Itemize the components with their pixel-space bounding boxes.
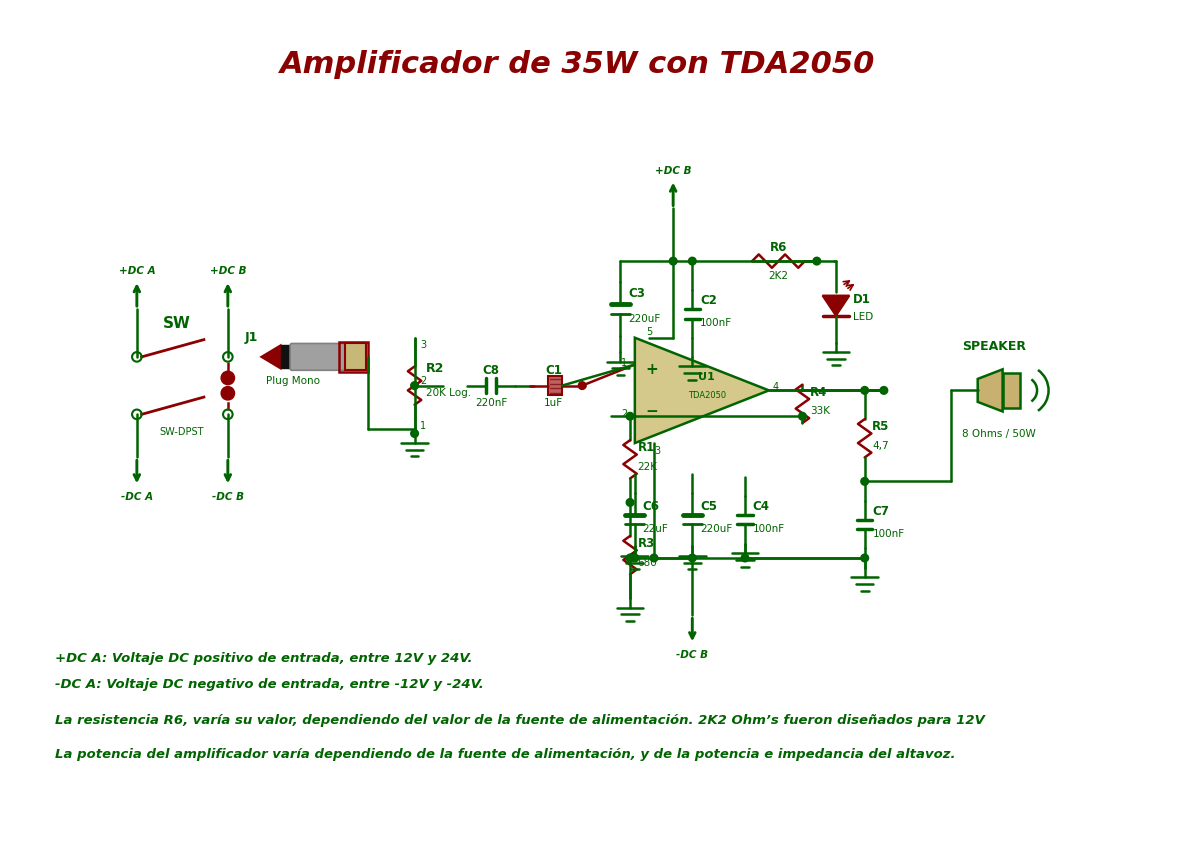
Text: R6: R6 (770, 241, 787, 254)
Text: R5: R5 (872, 420, 889, 433)
Polygon shape (635, 338, 769, 443)
Text: -DC A: Voltaje DC negativo de entrada, entre -12V y -24V.: -DC A: Voltaje DC negativo de entrada, e… (55, 678, 485, 691)
Circle shape (742, 555, 749, 562)
Text: 22uF: 22uF (642, 524, 668, 534)
Text: +: + (646, 362, 659, 376)
Circle shape (650, 555, 658, 562)
Text: C5: C5 (700, 500, 716, 513)
Text: 2: 2 (420, 376, 426, 386)
Text: R2: R2 (426, 362, 444, 375)
Circle shape (626, 555, 634, 562)
Bar (547, 376, 562, 395)
Text: 100nF: 100nF (872, 529, 905, 539)
Circle shape (410, 430, 419, 437)
Circle shape (221, 387, 234, 400)
Text: 100nF: 100nF (752, 524, 785, 534)
Text: -DC A: -DC A (121, 492, 152, 502)
Circle shape (670, 257, 677, 265)
Text: +DC B: +DC B (655, 166, 691, 176)
Text: D1: D1 (853, 293, 871, 306)
Text: R4: R4 (810, 386, 828, 399)
Text: R3: R3 (637, 537, 655, 550)
Text: TDA2050: TDA2050 (688, 391, 726, 400)
Text: 22K: 22K (637, 462, 658, 472)
Bar (344, 344, 366, 371)
Text: Amplificador de 35W con TDA2050: Amplificador de 35W con TDA2050 (280, 51, 875, 79)
Text: -DC B: -DC B (212, 492, 244, 502)
Bar (281, 345, 292, 368)
Circle shape (689, 555, 696, 562)
Bar (1002, 373, 1020, 408)
Text: 8 Ohms / 50W: 8 Ohms / 50W (962, 430, 1036, 440)
Text: +DC A: Voltaje DC positivo de entrada, entre 12V y 24V.: +DC A: Voltaje DC positivo de entrada, e… (55, 652, 473, 665)
Text: 220uF: 220uF (628, 314, 660, 323)
Text: C4: C4 (752, 500, 769, 513)
Bar (338, 342, 367, 372)
Text: 4: 4 (773, 381, 779, 392)
Text: C2: C2 (700, 294, 716, 307)
Polygon shape (262, 345, 281, 368)
Circle shape (860, 387, 869, 394)
Text: -DC B: -DC B (677, 650, 708, 660)
Circle shape (689, 257, 696, 265)
Polygon shape (978, 370, 1002, 412)
Circle shape (578, 381, 586, 389)
Circle shape (410, 381, 419, 389)
Circle shape (221, 371, 234, 385)
Text: SW: SW (163, 316, 191, 331)
Text: C6: C6 (642, 500, 660, 513)
Text: 2: 2 (620, 409, 628, 419)
Text: 220uF: 220uF (700, 524, 732, 534)
Text: SW-DPST: SW-DPST (160, 426, 204, 436)
Circle shape (631, 555, 638, 562)
Circle shape (860, 478, 869, 485)
Text: 2K2: 2K2 (768, 272, 788, 281)
Circle shape (880, 387, 888, 394)
Text: LED: LED (853, 311, 874, 322)
Text: 1uF: 1uF (544, 398, 563, 408)
FancyBboxPatch shape (290, 344, 361, 371)
Text: 4,7: 4,7 (872, 441, 889, 451)
Text: −: − (646, 404, 659, 419)
Text: +DC A: +DC A (119, 267, 155, 277)
Text: U1: U1 (698, 372, 715, 382)
Text: C7: C7 (872, 505, 889, 517)
Text: 1: 1 (622, 358, 628, 368)
Text: J1: J1 (245, 331, 258, 344)
Text: 680: 680 (637, 558, 658, 568)
Text: Plug Mono: Plug Mono (266, 376, 320, 386)
Circle shape (812, 257, 821, 265)
Text: La resistencia R6, varía su valor, dependiendo del valor de la fuente de aliment: La resistencia R6, varía su valor, depen… (55, 714, 985, 728)
Circle shape (626, 413, 634, 420)
Text: 5: 5 (646, 327, 653, 337)
Text: La potencia del amplificador varía dependiendo de la fuente de alimentación, y d: La potencia del amplificador varía depen… (55, 748, 956, 760)
Text: 3: 3 (420, 340, 426, 350)
Text: 100nF: 100nF (700, 318, 732, 328)
Circle shape (799, 413, 806, 420)
Text: 3: 3 (654, 446, 660, 456)
Text: 1: 1 (420, 421, 426, 430)
Text: C8: C8 (482, 364, 499, 376)
Text: C1: C1 (545, 364, 562, 376)
Polygon shape (822, 295, 850, 316)
Circle shape (860, 555, 869, 562)
Text: C3: C3 (628, 287, 646, 300)
Text: 33K: 33K (810, 407, 830, 416)
Text: +DC B: +DC B (210, 267, 246, 277)
Circle shape (626, 499, 634, 506)
Text: R1: R1 (637, 441, 655, 454)
Text: 20K Log.: 20K Log. (426, 388, 472, 398)
Text: 220nF: 220nF (475, 398, 508, 408)
Text: SPEAKER: SPEAKER (962, 340, 1026, 353)
